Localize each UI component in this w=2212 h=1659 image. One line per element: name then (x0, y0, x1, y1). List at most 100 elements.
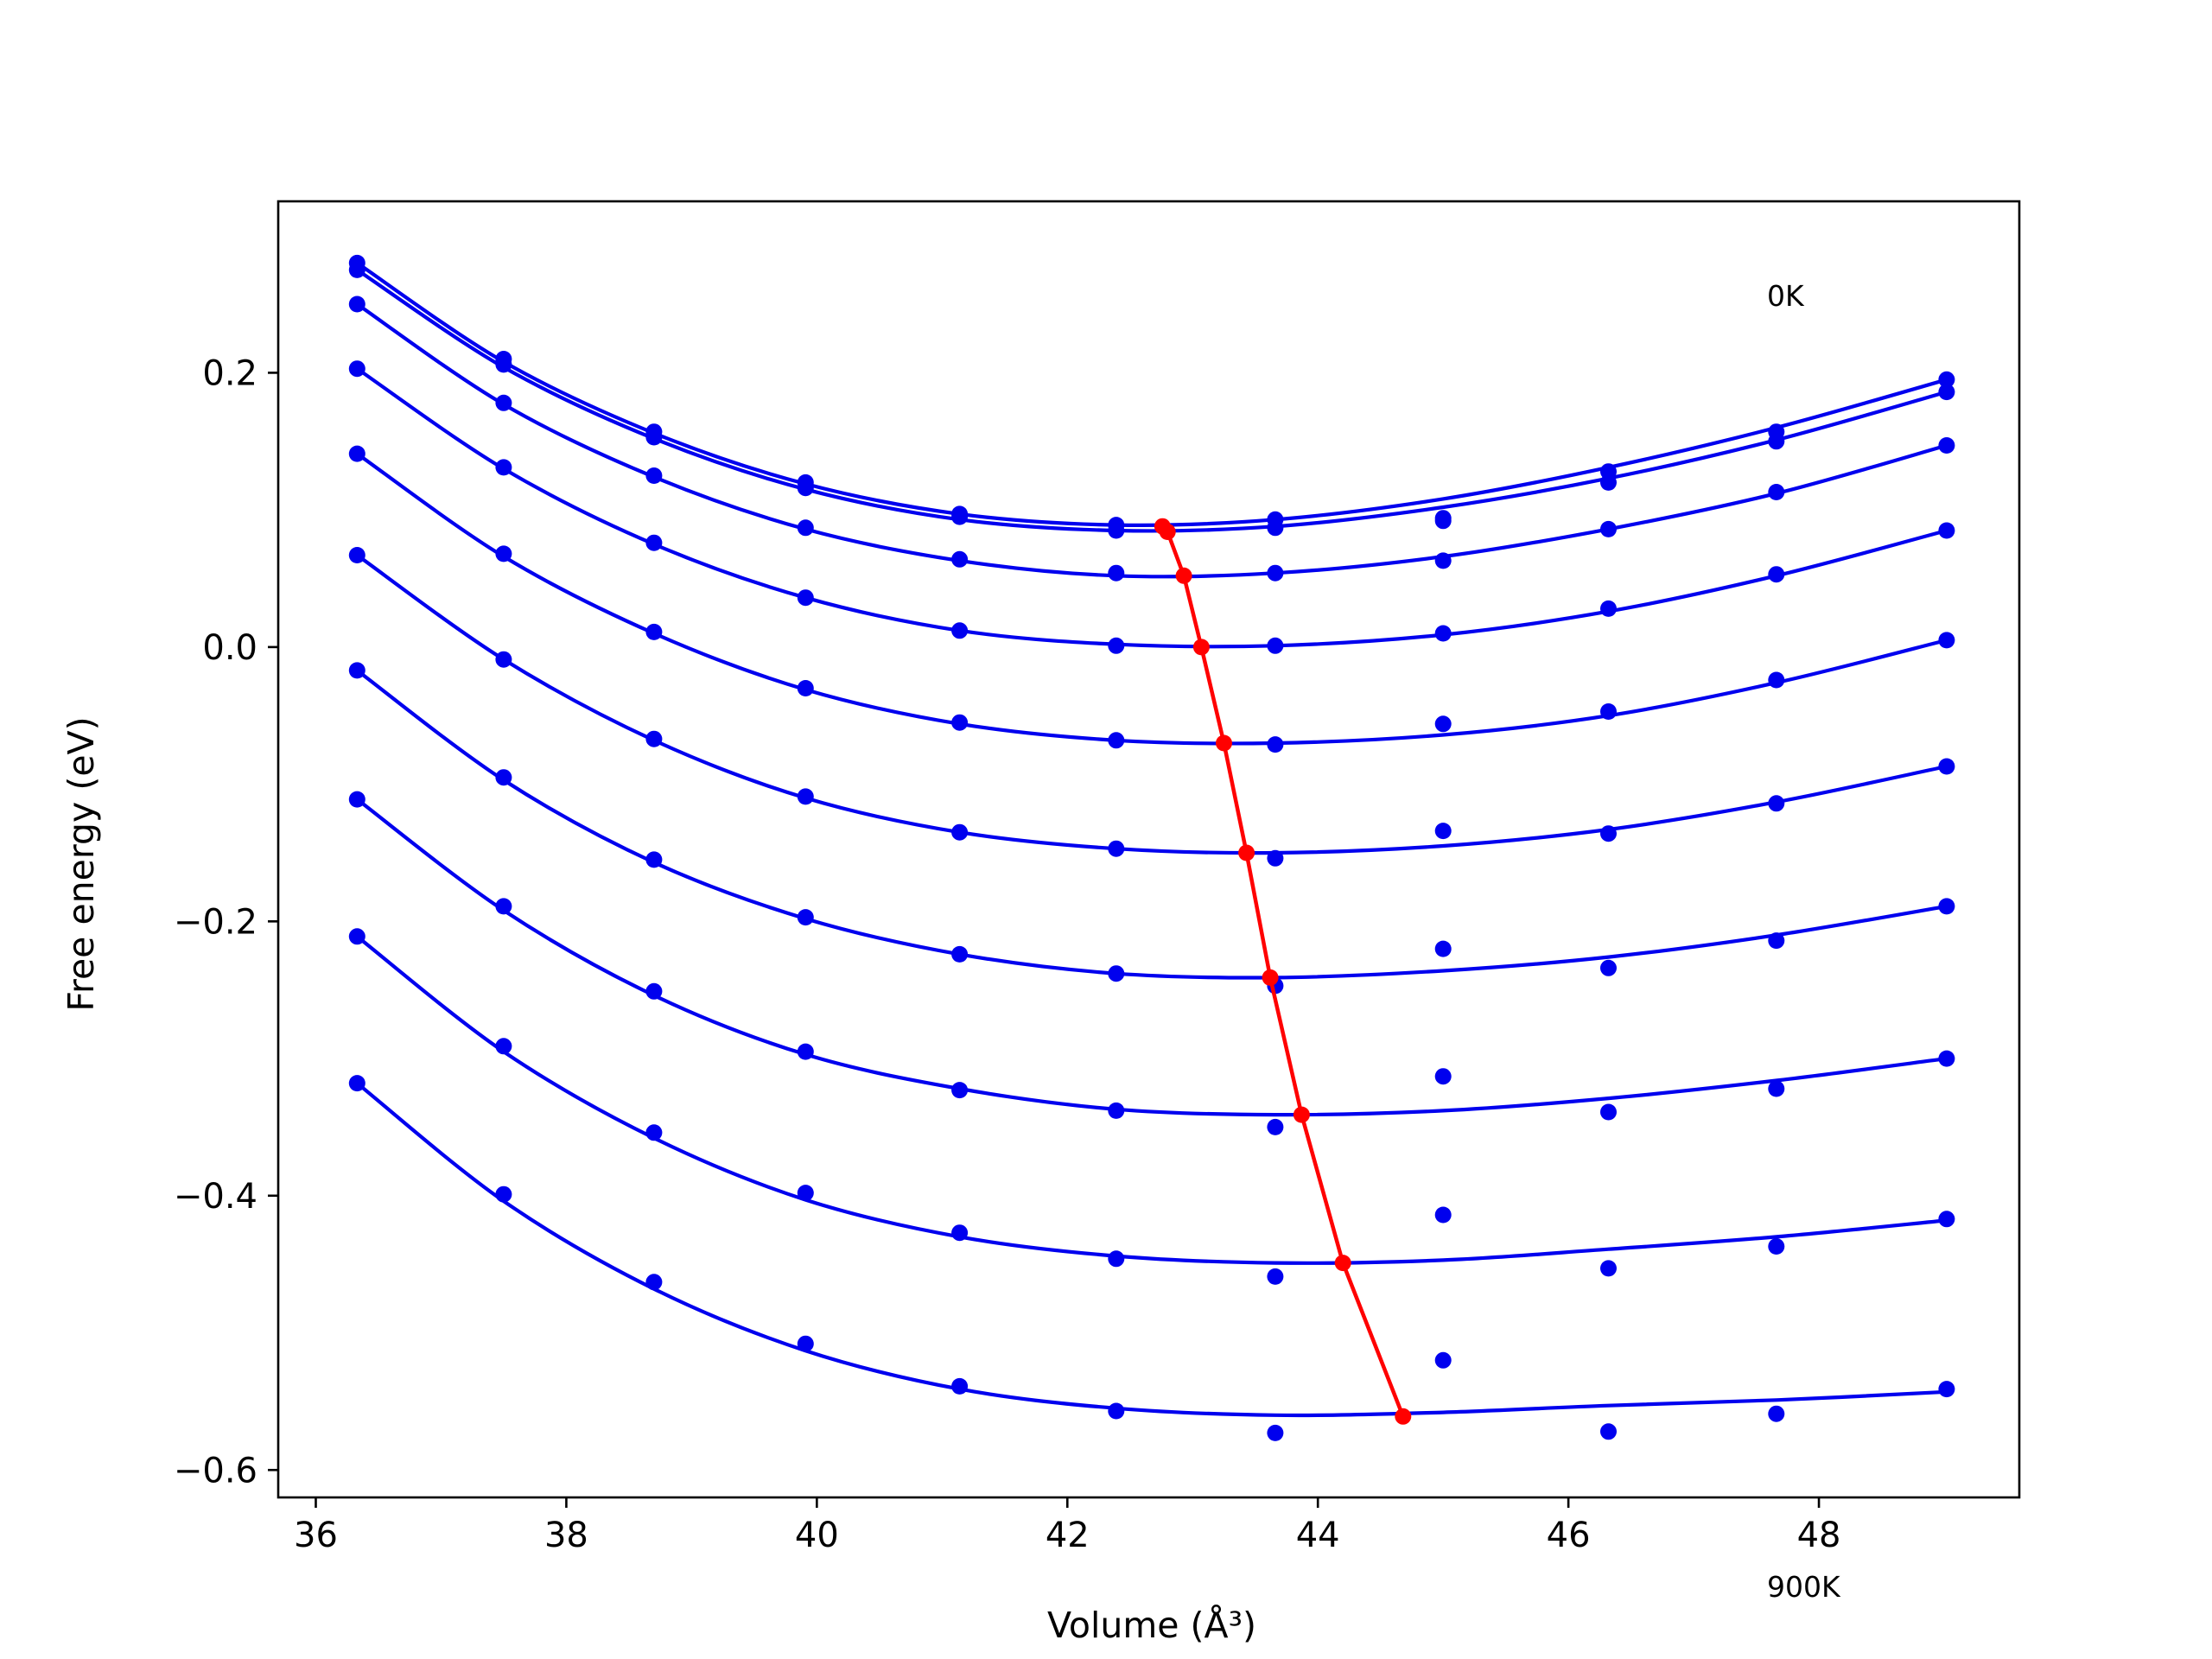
equilibrium-point (1159, 524, 1176, 540)
data-point (1600, 474, 1617, 491)
data-point (645, 730, 663, 747)
data-point (1938, 1050, 1955, 1067)
data-point (797, 1043, 814, 1060)
x-tick-label: 46 (1547, 1516, 1591, 1555)
x-tick-label: 42 (1046, 1516, 1090, 1555)
data-point (1108, 840, 1125, 857)
data-point (495, 769, 512, 786)
x-tick-label: 36 (294, 1516, 338, 1555)
data-point (348, 445, 365, 462)
data-point (1768, 566, 1785, 583)
data-point (951, 1224, 969, 1242)
y-tick-label: −0.2 (174, 902, 257, 942)
equilibrium-point (1216, 734, 1232, 752)
data-point (797, 589, 814, 607)
equilibrium-point (1395, 1408, 1412, 1425)
data-point (1434, 625, 1452, 642)
data-point (951, 622, 969, 639)
data-point (951, 945, 969, 963)
data-point (951, 508, 969, 525)
data-point (1768, 932, 1785, 950)
data-point (1434, 940, 1452, 957)
annotation-0k: 0K (1767, 279, 1805, 313)
data-point (1434, 552, 1452, 569)
data-point (1768, 1080, 1785, 1097)
data-point (348, 662, 365, 679)
equilibrium-volume-line (1160, 524, 1405, 1418)
data-point (1600, 825, 1617, 842)
data-point (495, 459, 512, 476)
x-tick-label: 40 (795, 1516, 839, 1555)
data-point (951, 823, 969, 841)
x-tick-label: 38 (544, 1516, 588, 1555)
data-point (797, 1335, 814, 1352)
data-point (1600, 1423, 1617, 1440)
data-point (645, 429, 663, 446)
data-point (1768, 1405, 1785, 1422)
data-point (348, 547, 365, 563)
data-point (645, 1124, 663, 1141)
data-point (1108, 732, 1125, 749)
data-point (1108, 637, 1125, 654)
data-point (1108, 1402, 1125, 1420)
data-point (495, 1185, 512, 1203)
data-points (348, 254, 1955, 1441)
data-point (348, 261, 365, 278)
equilibrium-point (1175, 567, 1192, 584)
y-axis-ticks: −0.6 −0.4 −0.2 0.0 0.2 (174, 353, 278, 1491)
data-point (1768, 671, 1785, 689)
data-point (1434, 1068, 1452, 1085)
data-point (495, 356, 512, 373)
data-point (348, 928, 365, 945)
y-tick-label: −0.6 (174, 1451, 257, 1491)
data-point (797, 788, 814, 805)
data-point (951, 1082, 969, 1099)
data-point (645, 982, 663, 1000)
data-point (1600, 703, 1617, 720)
data-point (1938, 437, 1955, 454)
data-point (645, 851, 663, 868)
equilibrium-point (1334, 1255, 1351, 1272)
data-point (1600, 520, 1617, 537)
data-point (1108, 1102, 1125, 1119)
x-axis-ticks: 36 38 40 42 44 46 48 (294, 1497, 1841, 1555)
x-tick-label: 44 (1296, 1516, 1340, 1555)
data-point (348, 360, 365, 378)
equilibrium-line (1154, 518, 1412, 1425)
data-point (951, 550, 969, 568)
data-point (645, 467, 663, 484)
data-point (797, 519, 814, 537)
data-point (797, 909, 814, 926)
data-point (1768, 795, 1785, 812)
data-point (951, 714, 969, 731)
data-point (1267, 637, 1284, 654)
data-point (348, 296, 365, 313)
data-point (1267, 1118, 1284, 1135)
data-point (1600, 1260, 1617, 1277)
data-point (1108, 564, 1125, 582)
data-point (797, 680, 814, 696)
data-point (1600, 600, 1617, 617)
data-point (1434, 1206, 1452, 1224)
data-point (1768, 1238, 1785, 1255)
data-point (348, 791, 365, 808)
data-point (1938, 371, 1955, 388)
data-point (1600, 959, 1617, 976)
y-tick-label: 0.2 (202, 353, 257, 393)
data-point (1434, 823, 1452, 840)
data-point (495, 545, 512, 563)
data-point (1267, 1268, 1284, 1285)
data-point (1938, 1211, 1955, 1228)
data-point (495, 898, 512, 915)
data-point (1267, 736, 1284, 753)
y-axis-label: Free energy (eV) (60, 716, 102, 1011)
data-point (1434, 512, 1452, 530)
y-tick-label: −0.4 (174, 1177, 257, 1217)
equilibrium-point (1293, 1106, 1310, 1123)
data-point (1938, 384, 1955, 401)
equilibrium-point (1238, 844, 1255, 861)
data-point (1108, 965, 1125, 982)
equilibrium-point (1262, 969, 1279, 986)
